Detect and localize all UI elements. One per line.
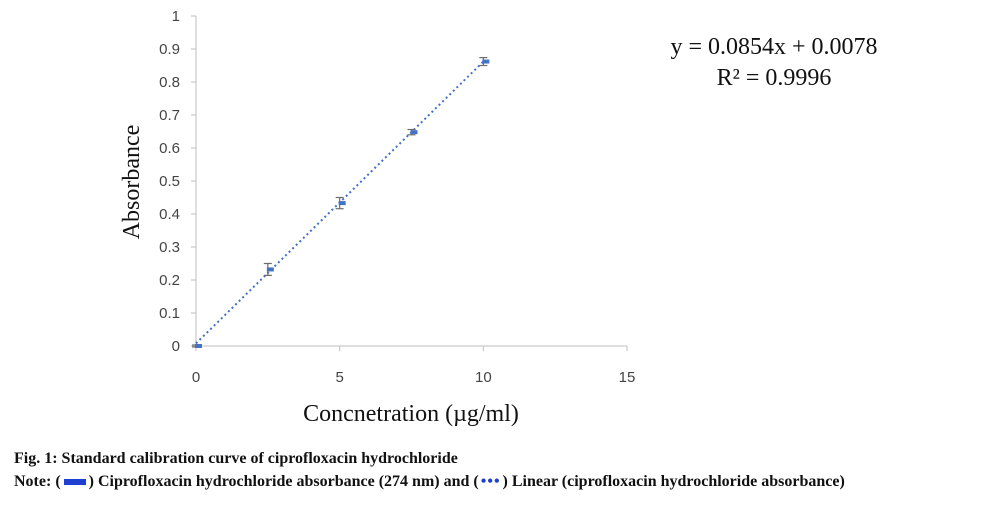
regression-equation: y = 0.0854x + 0.0078 (670, 34, 877, 60)
y-tick-label: 0.5 (159, 173, 180, 190)
y-tick-label: 0.3 (159, 239, 180, 256)
calibration-chart: 00.10.20.30.40.50.60.70.80.910 5 10 15 Abso… (119, 8, 878, 427)
figure-title: Fig. 1: Standard calibration curve of ci… (14, 450, 458, 467)
note-suffix: ) Linear (ciprofloxacin hydrochloride ab… (502, 473, 845, 490)
data-point (482, 59, 490, 64)
y-tick-label: 0.9 (159, 41, 180, 58)
data-points-layer (192, 56, 490, 348)
x-tick-label: 0 (192, 369, 200, 386)
y-tick-label: 0.4 (159, 206, 180, 223)
y-tick-label: 0 (172, 338, 180, 355)
y-axis-title: Absorbance (119, 125, 145, 240)
y-tick-label: 1 (172, 8, 180, 25)
data-point (266, 267, 274, 272)
note-middle: ) Ciprofloxacin hydrochloride absorbance… (88, 473, 479, 490)
y-tick-label: 0.8 (159, 74, 180, 91)
data-point (410, 130, 418, 135)
note-prefix: Note: ( (14, 473, 61, 490)
figure-note: Note: ( ) Ciprofloxacin hydrochloride abs… (14, 473, 845, 491)
y-tick-label: 0.6 (159, 140, 180, 157)
x-tick-label: 5 (335, 369, 343, 386)
x-axis-title: Concnetration (µg/ml) (303, 401, 519, 427)
x-tick-label: 15 (619, 369, 636, 386)
axes: 00.10.20.30.40.50.60.70.80.910 5 10 15 (159, 8, 635, 386)
data-point (195, 344, 202, 348)
y-tick-label: 0.7 (159, 107, 180, 124)
r-squared-value: R² = 0.9996 (717, 65, 832, 91)
y-tick-label: 0.1 (159, 305, 180, 322)
data-point (338, 201, 346, 206)
legend-line-swatch (63, 479, 86, 486)
legend-dots-swatch: ••• (480, 473, 501, 491)
y-tick-label: 0.2 (159, 272, 180, 289)
x-tick-label: 10 (475, 369, 492, 386)
